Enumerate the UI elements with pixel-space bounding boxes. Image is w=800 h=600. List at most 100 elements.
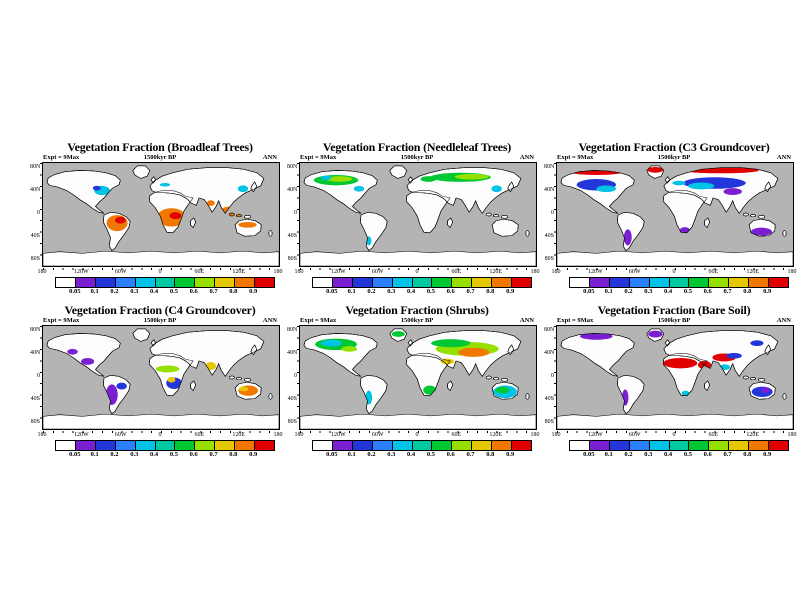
- lon-tick-label: 60E: [708, 432, 719, 438]
- lat-tick-label: 40S: [287, 396, 297, 402]
- colorbar-segment: [392, 441, 413, 450]
- colorbar: [55, 440, 275, 451]
- colorbar-tick-label: 0.7: [209, 288, 218, 295]
- lat-tick-label: 40N: [287, 187, 298, 193]
- lat-tickmarks: [554, 326, 556, 429]
- colorbar-tick-label: 0.3: [644, 451, 653, 458]
- lon-tickmarks: [43, 431, 279, 433]
- panel-title: Vegetation Fraction (C4 Groundcover): [64, 303, 256, 317]
- colorbar-tick-label: 0.4: [150, 288, 159, 295]
- lat-tick-label: 40S: [30, 233, 40, 239]
- colorbar-segment: [195, 278, 216, 287]
- panel-c4-groundcover: Vegetation Fraction (C4 Groundcover) Exp…: [30, 303, 290, 468]
- colorbar-tick-label: 0.05: [69, 288, 81, 295]
- colorbar-tick-label: 0.05: [583, 451, 595, 458]
- lon-tick-label: 60W: [114, 269, 127, 275]
- panel-c3-groundcover: Vegetation Fraction (C3 Groundcover) Exp…: [544, 140, 800, 305]
- lat-tick-label: 0: [294, 373, 297, 379]
- colorbar-tick-label: 0.8: [229, 451, 238, 458]
- colorbar-segment: [570, 278, 590, 287]
- experiment-label: Expt = 9Max: [43, 154, 80, 161]
- lon-tickmarks: [557, 268, 793, 270]
- lon-tick-label: 60W: [628, 269, 641, 275]
- lon-tick-label: 180: [530, 432, 540, 438]
- colorbar-tick-label: 0.4: [150, 451, 159, 458]
- colorbar-segment: [155, 441, 176, 450]
- lat-tick-label: 0: [37, 210, 40, 216]
- colorbar-tick-label: 0.9: [763, 451, 772, 458]
- colorbar-tick-label: 0.05: [583, 288, 595, 295]
- colorbar-segment: [689, 278, 710, 287]
- colorbar-tick-label: 0.2: [367, 451, 376, 458]
- colorbar-tick-label: 0.2: [110, 451, 119, 458]
- colorbar-segment: [629, 278, 650, 287]
- lon-tick-label: 120W: [73, 269, 89, 275]
- lat-tickmarks: [297, 163, 299, 266]
- lat-tick-label: 40S: [30, 396, 40, 402]
- lon-tick-label: 60E: [451, 432, 462, 438]
- lon-tick-label: 120E: [232, 269, 245, 275]
- lon-tickmarks: [300, 268, 536, 270]
- colorbar-segment: [452, 278, 473, 287]
- lat-tick-label: 80S: [30, 256, 40, 262]
- lat-tickmarks: [554, 163, 556, 266]
- colorbar-segment: [412, 278, 433, 287]
- colorbar: [569, 440, 789, 451]
- lon-tick-label: 180: [273, 432, 283, 438]
- colorbar-segment: [56, 278, 76, 287]
- lat-tick-label: 40S: [287, 233, 297, 239]
- panel-title: Vegetation Fraction (Shrubs): [345, 303, 489, 317]
- colorbar-tick-label: 0.4: [407, 451, 416, 458]
- time-label: 1500kyr BP: [143, 154, 177, 161]
- colorbar-tick-label: 0.3: [130, 288, 139, 295]
- lat-tick-label: 40N: [30, 350, 41, 356]
- colorbar-tick-label: 0.1: [347, 451, 356, 458]
- colorbar-segment: [589, 441, 610, 450]
- colorbar-tick-label: 0.1: [604, 451, 613, 458]
- colorbar-segment: [372, 278, 393, 287]
- season-label: ANN: [776, 317, 791, 324]
- panel-subtitle: Expt = 9Max 1500kyr BP ANN: [42, 154, 278, 162]
- colorbar-segment: [689, 441, 710, 450]
- lon-tick-label: 0: [672, 269, 676, 275]
- panel-subtitle: Expt = 9Max 1500kyr BP ANN: [556, 317, 792, 325]
- colorbar-segment: [75, 278, 96, 287]
- colorbar-tick-label: 0.8: [486, 288, 495, 295]
- experiment-label: Expt = 9Max: [557, 317, 594, 324]
- colorbar-tick-label: 0.7: [723, 288, 732, 295]
- colorbar-tick-label: 0.9: [249, 451, 258, 458]
- colorbar: [569, 277, 789, 288]
- lon-tick-label: 60E: [194, 432, 205, 438]
- colorbar-segment: [175, 278, 196, 287]
- experiment-label: Expt = 9Max: [300, 317, 337, 324]
- colorbar-tick-label: 0.8: [486, 451, 495, 458]
- colorbar-tick-label: 0.2: [624, 451, 633, 458]
- colorbar-segment: [729, 441, 750, 450]
- colorbar-segment: [372, 441, 393, 450]
- experiment-label: Expt = 9Max: [43, 317, 80, 324]
- colorbar-tick-label: 0.6: [703, 451, 712, 458]
- colorbar-tick-label: 0.9: [506, 288, 515, 295]
- panel-subtitle: Expt = 9Max 1500kyr BP ANN: [556, 154, 792, 162]
- colorbar-segment: [56, 441, 76, 450]
- colorbar-segment: [570, 441, 590, 450]
- lon-tick-label: 60E: [708, 269, 719, 275]
- lon-tick-label: 120E: [232, 432, 245, 438]
- lon-tick-label: 180: [294, 432, 304, 438]
- colorbar-tick-label: 0.7: [466, 288, 475, 295]
- world-map: [299, 162, 537, 267]
- colorbar-tick-label: 0.8: [743, 451, 752, 458]
- lon-tick-label: 60W: [371, 432, 384, 438]
- season-label: ANN: [776, 154, 791, 161]
- lat-tick-label: 40N: [287, 350, 298, 356]
- lon-tick-label: 180: [294, 269, 304, 275]
- world-map: [556, 162, 794, 267]
- lon-tick-label: 0: [672, 432, 676, 438]
- lon-tick-label: 180: [530, 269, 540, 275]
- colorbar-tick-label: 0.6: [446, 288, 455, 295]
- lat-tick-label: 80S: [544, 419, 554, 425]
- lon-tick-label: 120W: [73, 432, 89, 438]
- colorbar-tick-label: 0.5: [683, 288, 692, 295]
- colorbar-segment: [609, 278, 630, 287]
- lat-tick-label: 40N: [30, 187, 41, 193]
